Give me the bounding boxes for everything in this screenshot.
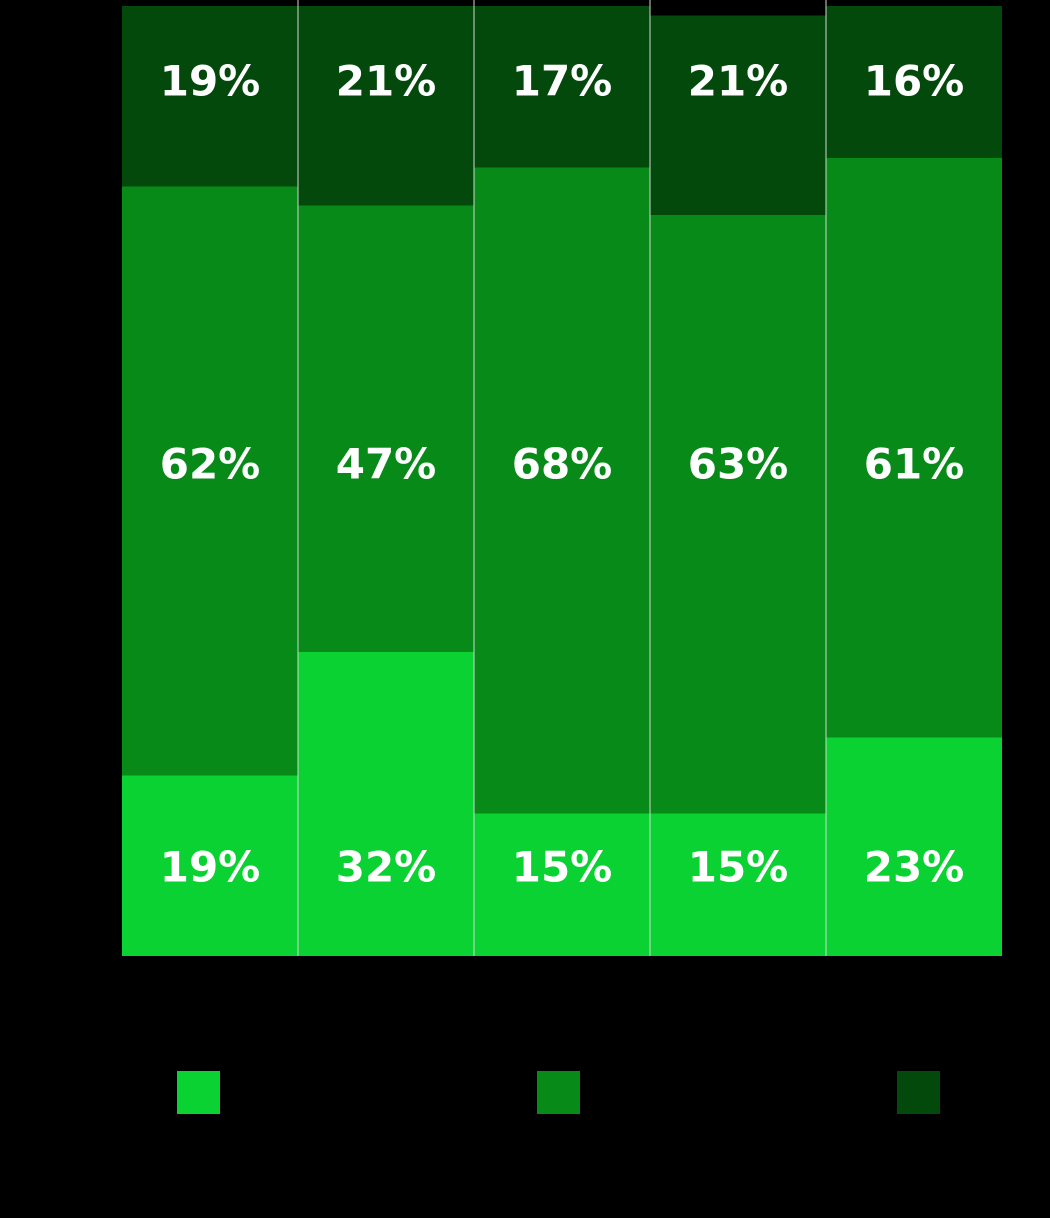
bar-segment	[474, 813, 650, 956]
legend-swatch	[177, 1071, 220, 1114]
value-label: 15%	[512, 843, 613, 892]
bar-segment	[826, 737, 1002, 956]
value-label: 21%	[336, 57, 437, 106]
value-label: 61%	[864, 440, 965, 489]
bar-segment	[298, 205, 474, 652]
bar-segment	[298, 652, 474, 956]
bar-segment	[122, 6, 298, 187]
value-label: 15%	[688, 843, 789, 892]
bar-segment	[826, 158, 1002, 738]
bar-segment	[826, 6, 1002, 158]
bar-segment	[122, 186, 298, 776]
bar-segment	[474, 167, 650, 814]
bar-segment	[122, 775, 298, 956]
value-label: 63%	[688, 440, 789, 489]
value-label: 17%	[512, 57, 613, 106]
value-label: 21%	[688, 57, 789, 106]
bar-segment	[650, 215, 826, 814]
bar-segment	[474, 6, 650, 168]
value-label: 23%	[864, 843, 965, 892]
legend-swatch	[537, 1071, 580, 1114]
value-label: 32%	[336, 843, 437, 892]
value-label: 47%	[336, 440, 437, 489]
value-label: 19%	[160, 57, 261, 106]
legend-swatch	[897, 1071, 940, 1114]
bar-segment	[650, 15, 826, 215]
value-label: 68%	[512, 440, 613, 489]
bar-segment	[298, 6, 474, 206]
value-label: 62%	[160, 440, 261, 489]
bar-segment	[650, 813, 826, 956]
value-label: 16%	[864, 57, 965, 106]
value-label: 19%	[160, 843, 261, 892]
